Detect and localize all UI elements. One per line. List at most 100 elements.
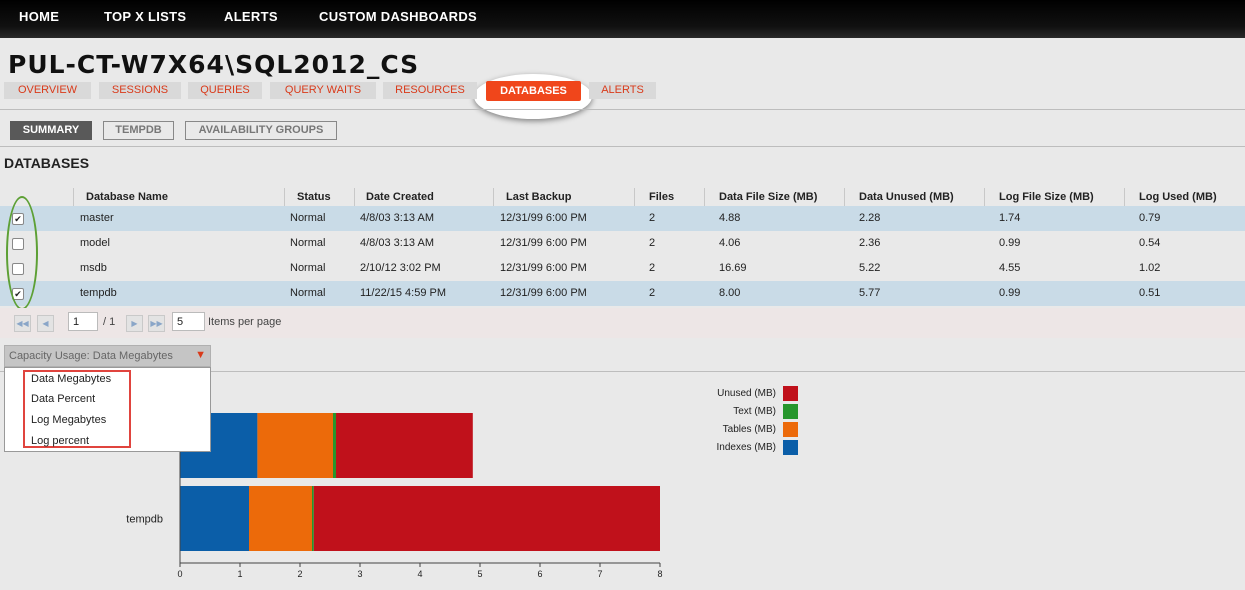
table-header: Database Name Status Date Created Last B… [0, 188, 1245, 206]
cell-log-file-size: 4.55 [999, 262, 1021, 274]
cell-status: Normal [290, 262, 326, 274]
checkbox-highlight-oval [6, 196, 38, 310]
bar-segment [180, 486, 249, 551]
menu-item-data-percent[interactable]: Data Percent [31, 393, 96, 405]
cell-data-unused: 2.28 [859, 212, 881, 224]
column-header-files[interactable]: Files [649, 191, 675, 203]
bar-segment [257, 413, 333, 478]
cell-log-used: 1.02 [1139, 262, 1161, 274]
subtab-tempdb[interactable]: TEMPDB [103, 121, 174, 140]
cell-database-name: model [80, 237, 110, 249]
tab-overview[interactable]: OVERVIEW [4, 82, 91, 99]
nav-home[interactable]: HOME [19, 9, 60, 24]
x-tick-label: 8 [657, 569, 662, 579]
first-page-icon[interactable]: ◀◀ [14, 315, 31, 332]
chart-legend: Unused (MB) Text (MB) Tables (MB) Indexes (… [680, 386, 798, 462]
cell-status: Normal [290, 212, 326, 224]
cell-date-created: 4/8/03 3:13 AM [360, 212, 434, 224]
cell-log-file-size: 1.74 [999, 212, 1021, 224]
divider [0, 371, 1245, 372]
next-page-icon[interactable]: ▶ [126, 315, 143, 332]
cell-data-file-size: 4.06 [719, 237, 741, 249]
x-tick-label: 3 [357, 569, 362, 579]
cell-data-file-size: 4.88 [719, 212, 741, 224]
last-page-icon[interactable]: ▶▶ [148, 315, 165, 332]
cell-data-file-size: 16.69 [719, 262, 747, 274]
table-row[interactable]: model Normal 4/8/03 3:13 AM 12/31/99 6:0… [0, 231, 1245, 256]
column-header-log-used[interactable]: Log Used (MB) [1139, 191, 1217, 203]
x-tick-label: 2 [297, 569, 302, 579]
cell-files: 2 [649, 237, 656, 249]
category-label: tempdb [126, 514, 163, 526]
x-tick-label: 7 [597, 569, 602, 579]
cell-log-file-size: 0.99 [999, 237, 1021, 249]
nav-custom-dashboards[interactable]: CUSTOM DASHBOARDS [319, 9, 477, 24]
page-title: PUL-CT-W7X64\SQL2012_CS [8, 50, 420, 79]
legend-swatch [783, 404, 798, 419]
menu-item-data-megabytes[interactable]: Data Megabytes [31, 373, 112, 385]
cell-log-file-size: 0.99 [999, 287, 1021, 299]
table-row[interactable]: ✔ tempdb Normal 11/22/15 4:59 PM 12/31/9… [0, 281, 1245, 306]
capacity-usage-menu: Data Megabytes Data Percent Log Megabyte… [4, 367, 211, 452]
column-header-log-file-size[interactable]: Log File Size (MB) [999, 191, 1094, 203]
cell-database-name: tempdb [80, 287, 117, 299]
prev-page-icon[interactable]: ◀ [37, 315, 54, 332]
capacity-usage-label: Capacity Usage: Data Megabytes [9, 350, 173, 362]
cell-log-used: 0.51 [1139, 287, 1161, 299]
page-count: / 1 [103, 316, 116, 328]
cell-last-backup: 12/31/99 6:00 PM [500, 237, 587, 249]
pager: ◀◀ ◀ 1 / 1 ▶ ▶▶ 5 Items per page [0, 308, 1245, 338]
page-size-input[interactable]: 5 [172, 312, 205, 331]
x-tick-label: 4 [417, 569, 422, 579]
cell-data-unused: 5.77 [859, 287, 881, 299]
dropdown-arrow-icon[interactable]: ▼ [195, 349, 206, 361]
section-title: DATABASES [4, 155, 90, 171]
tab-query-waits[interactable]: QUERY WAITS [270, 82, 376, 99]
subtab-summary[interactable]: SUMMARY [10, 121, 92, 140]
column-header-data-file-size[interactable]: Data File Size (MB) [719, 191, 818, 203]
cell-last-backup: 12/31/99 6:00 PM [500, 212, 587, 224]
cell-data-unused: 5.22 [859, 262, 881, 274]
legend-swatch [783, 386, 798, 401]
bar-segment [336, 413, 473, 478]
legend-label: Text (MB) [733, 406, 776, 417]
column-header-status[interactable]: Status [297, 191, 331, 203]
tab-databases[interactable]: DATABASES [486, 81, 581, 101]
legend-swatch [783, 440, 798, 455]
capacity-chart: tempdb 0 1 2 3 4 5 6 7 8 [0, 380, 680, 590]
legend-swatch [783, 422, 798, 437]
tab-queries[interactable]: QUERIES [188, 82, 262, 99]
cell-data-file-size: 8.00 [719, 287, 741, 299]
x-tick-label: 1 [237, 569, 242, 579]
subtab-availability-groups[interactable]: AVAILABILITY GROUPS [185, 121, 337, 140]
nav-alerts[interactable]: ALERTS [224, 9, 278, 24]
cell-database-name: msdb [80, 262, 107, 274]
cell-last-backup: 12/31/99 6:00 PM [500, 262, 587, 274]
tab-alerts[interactable]: ALERTS [589, 82, 656, 99]
column-header-database-name[interactable]: Database Name [86, 191, 168, 203]
tab-resources[interactable]: RESOURCES [383, 82, 477, 99]
cell-files: 2 [649, 212, 656, 224]
x-tick-label: 6 [537, 569, 542, 579]
menu-item-log-megabytes[interactable]: Log Megabytes [31, 414, 107, 426]
x-tick-label: 0 [177, 569, 182, 579]
top-nav-bar: HOME TOP X LISTS ALERTS CUSTOM DASHBOARD… [0, 0, 1245, 38]
bar-segment [333, 413, 336, 478]
cell-data-unused: 2.36 [859, 237, 881, 249]
table-row[interactable]: ✔ master Normal 4/8/03 3:13 AM 12/31/99 … [0, 206, 1245, 231]
column-header-date-created[interactable]: Date Created [366, 191, 434, 203]
divider [0, 146, 1245, 147]
cell-log-used: 0.79 [1139, 212, 1161, 224]
cell-status: Normal [290, 287, 326, 299]
table-row[interactable]: msdb Normal 2/10/12 3:02 PM 12/31/99 6:0… [0, 256, 1245, 281]
nav-top-x-lists[interactable]: TOP X LISTS [104, 9, 187, 24]
column-header-data-unused[interactable]: Data Unused (MB) [859, 191, 954, 203]
capacity-usage-select[interactable]: Capacity Usage: Data Megabytes ▼ [4, 345, 211, 367]
x-tick-label: 5 [477, 569, 482, 579]
tab-sessions[interactable]: SESSIONS [99, 82, 181, 99]
cell-date-created: 4/8/03 3:13 AM [360, 237, 434, 249]
column-header-last-backup[interactable]: Last Backup [506, 191, 572, 203]
menu-item-log-percent[interactable]: Log percent [31, 435, 90, 447]
bar-segment [312, 486, 314, 551]
page-number-input[interactable]: 1 [68, 312, 98, 331]
